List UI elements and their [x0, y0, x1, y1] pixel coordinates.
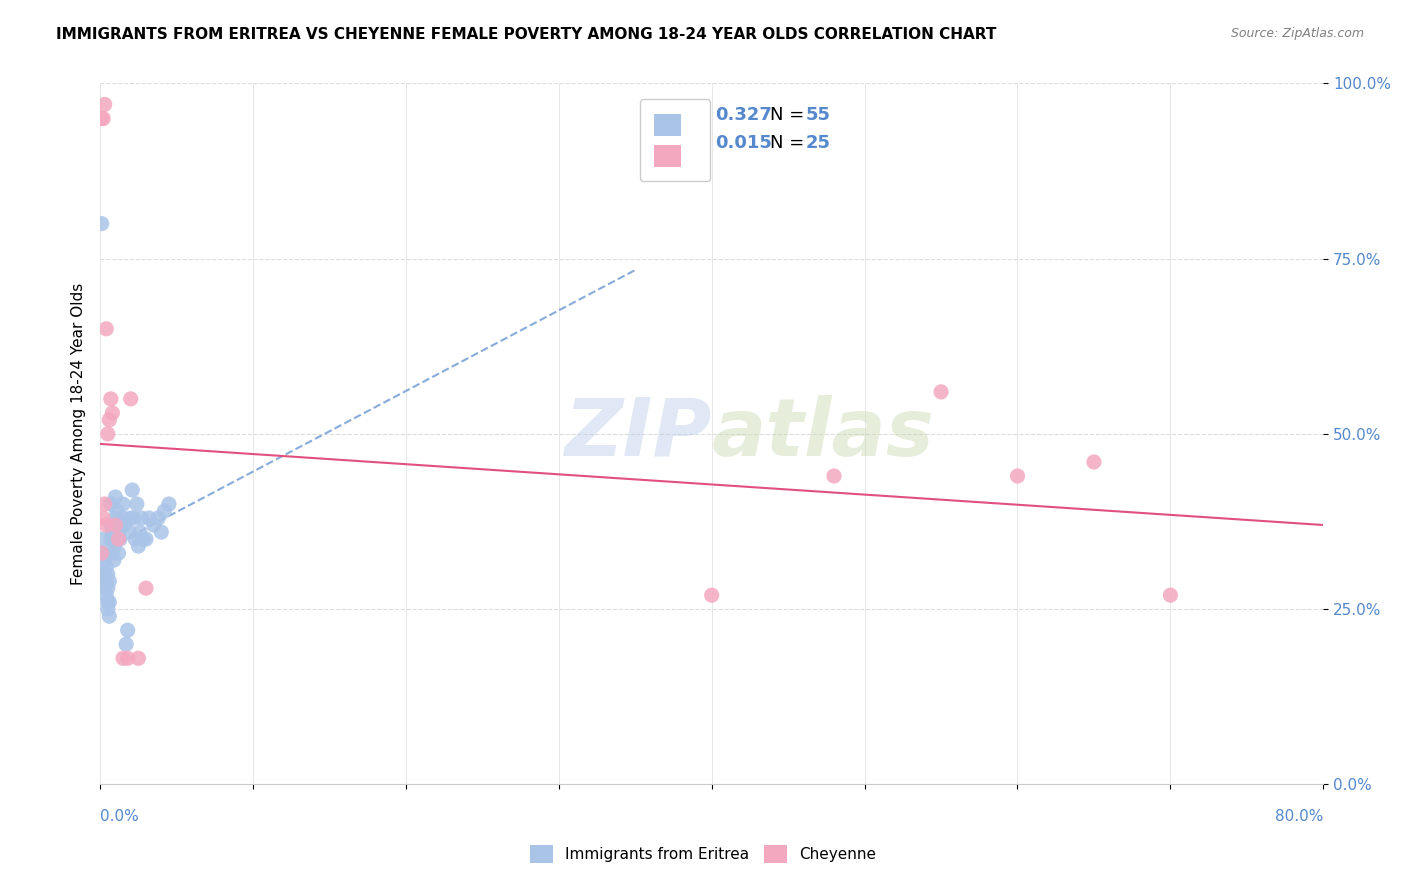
Point [128, 525, 150, 540]
Point [700, 588, 723, 602]
Point [135, 532, 157, 546]
Point [93, 581, 115, 595]
Point [153, 504, 176, 518]
Point [1083, 455, 1105, 469]
Point [114, 518, 136, 533]
Point [97, 595, 120, 609]
Point [132, 532, 155, 546]
Point [118, 525, 141, 540]
Text: atlas: atlas [711, 395, 935, 473]
Point [98, 609, 121, 624]
Legend: Immigrants from Eritrea, Cheyenne: Immigrants from Eritrea, Cheyenne [517, 832, 889, 875]
Point [97, 567, 120, 582]
Point [107, 546, 129, 560]
Point [1159, 588, 1181, 602]
Text: 0.0%: 0.0% [100, 809, 139, 824]
Point [97, 602, 120, 616]
Point [101, 546, 124, 560]
Text: 0.327: 0.327 [716, 106, 772, 124]
Text: 0.015: 0.015 [716, 134, 772, 152]
Point [107, 532, 129, 546]
Point [93, 567, 115, 582]
Point [100, 497, 122, 511]
Text: ZIP: ZIP [564, 395, 711, 473]
Point [124, 532, 146, 546]
Point [117, 624, 139, 638]
Point [112, 511, 135, 525]
Point [100, 518, 122, 533]
Point [96, 588, 118, 602]
Point [98, 574, 121, 589]
Point [148, 511, 170, 525]
Y-axis label: Female Poverty Among 18-24 Year Olds: Female Poverty Among 18-24 Year Olds [72, 283, 86, 585]
Point [120, 392, 142, 406]
Point [98, 413, 121, 427]
Point [91, 546, 114, 560]
Point [105, 525, 128, 540]
Point [135, 581, 157, 595]
Point [112, 497, 135, 511]
Point [117, 651, 139, 665]
Text: 25: 25 [806, 134, 831, 152]
Point [131, 511, 153, 525]
Point [90, 567, 112, 582]
Point [96, 518, 118, 533]
Point [93, 97, 115, 112]
Point [93, 553, 115, 567]
Point [138, 511, 160, 525]
Point [91, 112, 114, 126]
Point [105, 504, 128, 518]
Text: IMMIGRANTS FROM ERITREA VS CHEYENNE FEMALE POVERTY AMONG 18-24 YEAR OLDS CORRELA: IMMIGRANTS FROM ERITREA VS CHEYENNE FEMA… [56, 27, 997, 42]
Point [103, 553, 125, 567]
Text: Source: ZipAtlas.com: Source: ZipAtlas.com [1230, 27, 1364, 40]
Point [90, 217, 112, 231]
Point [96, 322, 118, 336]
Point [121, 483, 143, 497]
Point [103, 539, 125, 553]
Point [108, 532, 131, 546]
Text: R =: R = [669, 106, 707, 124]
Point [96, 560, 118, 574]
Point [142, 518, 165, 533]
Point [104, 518, 127, 533]
Point [115, 637, 138, 651]
Point [1007, 469, 1029, 483]
Point [97, 581, 120, 595]
Point [90, 546, 112, 560]
Point [91, 532, 114, 546]
Point [122, 511, 145, 525]
Text: 55: 55 [806, 106, 831, 124]
Point [150, 525, 173, 540]
Point [120, 511, 142, 525]
Text: N =: N = [770, 134, 810, 152]
Point [91, 511, 114, 525]
Point [823, 469, 845, 483]
Point [104, 518, 127, 533]
Point [90, 112, 112, 126]
Point [100, 532, 122, 546]
Text: R =: R = [669, 134, 707, 152]
Point [157, 497, 180, 511]
Point [104, 511, 127, 525]
Point [110, 518, 132, 533]
Point [97, 426, 120, 441]
Point [100, 392, 122, 406]
Point [104, 490, 127, 504]
Point [127, 539, 149, 553]
Point [125, 497, 148, 511]
Point [96, 574, 118, 589]
Point [101, 406, 124, 420]
Point [127, 651, 149, 665]
Point [101, 525, 124, 540]
Point [98, 595, 121, 609]
Point [112, 651, 135, 665]
Point [929, 384, 952, 399]
Text: 80.0%: 80.0% [1275, 809, 1323, 824]
Text: N =: N = [770, 106, 810, 124]
Point [107, 525, 129, 540]
Legend: , : , [640, 100, 710, 181]
Point [93, 497, 115, 511]
